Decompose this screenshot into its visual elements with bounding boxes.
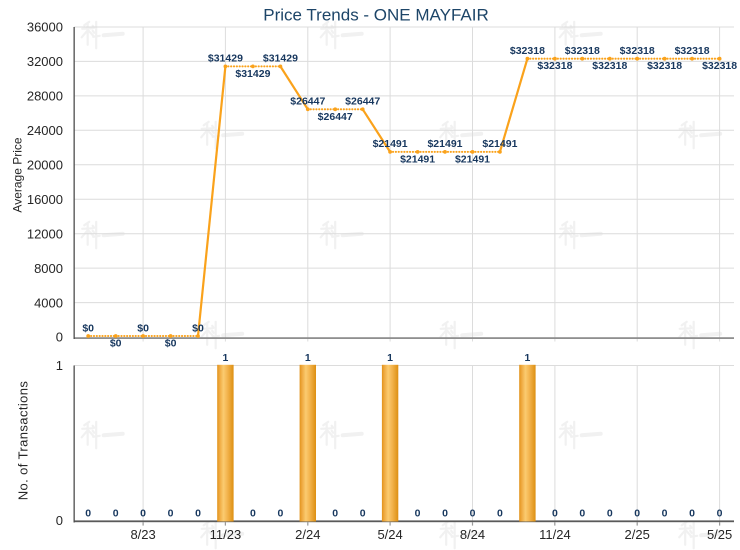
svg-text:5/24: 5/24: [377, 527, 402, 542]
svg-text:8/24: 8/24: [460, 527, 485, 542]
svg-text:0: 0: [662, 508, 668, 520]
svg-text:0: 0: [689, 508, 695, 520]
svg-text:$21491: $21491: [373, 138, 408, 150]
svg-text:1: 1: [222, 352, 228, 364]
svg-text:0: 0: [634, 508, 640, 520]
svg-text:0: 0: [85, 508, 91, 520]
svg-text:$32318: $32318: [510, 45, 545, 57]
svg-text:No. of Transactions: No. of Transactions: [16, 381, 31, 501]
svg-text:12000: 12000: [27, 226, 63, 241]
svg-text:$21491: $21491: [482, 138, 517, 150]
svg-text:0: 0: [442, 508, 448, 520]
svg-text:Price Trends - ONE MAYFAIR: Price Trends - ONE MAYFAIR: [263, 6, 488, 25]
svg-text:2/25: 2/25: [625, 527, 650, 542]
svg-text:36000: 36000: [27, 20, 63, 35]
svg-text:0: 0: [56, 330, 63, 345]
svg-text:$32318: $32318: [675, 45, 710, 57]
svg-text:$21491: $21491: [400, 153, 435, 165]
svg-text:20000: 20000: [27, 158, 63, 173]
svg-text:1: 1: [524, 352, 530, 364]
svg-text:0: 0: [497, 508, 503, 520]
svg-text:0: 0: [332, 508, 338, 520]
svg-text:8/23: 8/23: [130, 527, 155, 542]
svg-text:32000: 32000: [27, 54, 63, 69]
svg-text:$31429: $31429: [263, 53, 298, 65]
svg-text:4000: 4000: [34, 295, 63, 310]
svg-text:11/24: 11/24: [539, 527, 571, 542]
svg-text:$31429: $31429: [235, 68, 270, 80]
svg-text:11/23: 11/23: [210, 527, 242, 542]
svg-text:24000: 24000: [27, 123, 63, 138]
svg-text:0: 0: [56, 513, 63, 528]
svg-text:0: 0: [717, 508, 723, 520]
svg-text:$32318: $32318: [647, 60, 682, 72]
svg-text:$26447: $26447: [318, 111, 353, 123]
svg-text:28000: 28000: [27, 89, 63, 104]
svg-text:$31429: $31429: [208, 53, 243, 65]
svg-text:$0: $0: [110, 338, 122, 350]
svg-text:16000: 16000: [27, 192, 63, 207]
svg-text:0: 0: [140, 508, 146, 520]
svg-text:$21491: $21491: [427, 138, 462, 150]
svg-text:0: 0: [470, 508, 476, 520]
svg-text:$32318: $32318: [620, 45, 655, 57]
svg-text:0: 0: [250, 508, 256, 520]
svg-text:1: 1: [56, 358, 63, 373]
svg-text:0: 0: [168, 508, 174, 520]
svg-text:$32318: $32318: [537, 60, 572, 72]
svg-text:0: 0: [113, 508, 119, 520]
svg-text:$32318: $32318: [565, 45, 600, 57]
svg-text:0: 0: [277, 508, 283, 520]
svg-text:$26447: $26447: [345, 96, 380, 108]
svg-text:1: 1: [387, 352, 393, 364]
svg-text:$32318: $32318: [702, 60, 737, 72]
svg-text:8000: 8000: [34, 261, 63, 276]
svg-text:$0: $0: [137, 322, 149, 334]
svg-text:$21491: $21491: [455, 153, 490, 165]
svg-text:0: 0: [607, 508, 613, 520]
svg-text:5/25: 5/25: [707, 527, 732, 542]
svg-text:0: 0: [552, 508, 558, 520]
svg-text:0: 0: [415, 508, 421, 520]
svg-text:$0: $0: [165, 338, 177, 350]
svg-text:Average Price: Average Price: [11, 137, 25, 212]
svg-text:0: 0: [360, 508, 366, 520]
svg-text:2/24: 2/24: [295, 527, 320, 542]
svg-text:$0: $0: [82, 322, 94, 334]
svg-text:$26447: $26447: [290, 96, 325, 108]
svg-text:0: 0: [195, 508, 201, 520]
svg-text:$32318: $32318: [592, 60, 627, 72]
svg-text:$0: $0: [192, 322, 204, 334]
svg-text:1: 1: [305, 352, 311, 364]
svg-text:0: 0: [579, 508, 585, 520]
